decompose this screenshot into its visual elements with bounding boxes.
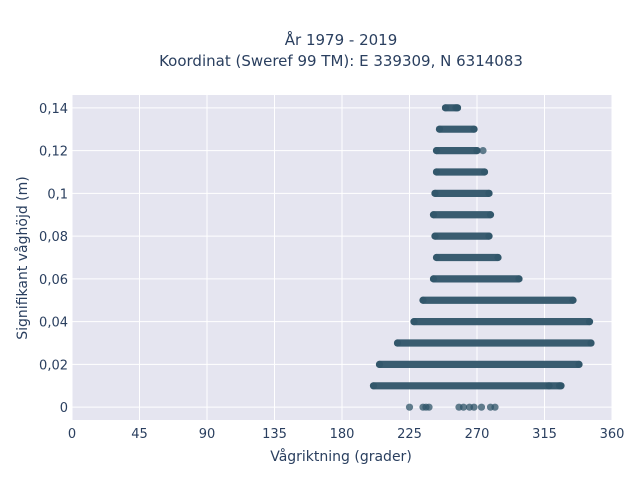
data-band [429,211,495,219]
y-tick-label: 0,1 [47,187,68,202]
x-axis-title: Vågriktning (grader) [270,448,412,465]
data-point [405,403,414,411]
data-point [375,360,384,369]
data-band [431,189,493,197]
data-point [491,403,499,411]
x-tick-label: 270 [465,427,490,442]
chart-title-line2: Koordinat (Sweref 99 TM): E 339309, N 63… [159,52,523,70]
data-point [393,339,402,347]
data-point [485,189,493,197]
x-tick-labels: 0 45 90 135 180 225 270 315 360 [68,427,625,442]
data-band [432,146,481,155]
data-point [545,382,553,390]
data-point [575,360,583,369]
x-tick-label: 90 [199,427,216,442]
data-point [432,168,441,176]
data-point [585,318,594,326]
y-tick-labels: 0 0,02 0,04 0,06 0,08 0,1 0,12 0,14 [39,102,68,416]
data-point [470,125,478,133]
y-tick-label: 0,14 [39,102,68,117]
y-tick-label: 0 [60,401,68,416]
data-point [459,403,468,411]
data-point [486,211,495,219]
data-point [429,275,438,283]
chart-title-line1: År 1979 - 2019 [285,30,398,49]
data-point [485,232,493,240]
data-point [480,168,489,176]
data-band [410,318,594,326]
data-point [477,403,486,411]
data-band [419,296,577,304]
data-point [470,403,478,411]
data-point [432,253,441,262]
data-point [431,232,439,240]
x-tick-label: 0 [68,427,76,442]
data-band [369,382,565,390]
x-tick-label: 45 [131,427,148,442]
y-tick-label: 0,06 [39,273,68,288]
y-tick-label: 0,04 [39,316,68,331]
data-point [452,104,460,112]
data-band [435,125,478,133]
data-point [369,382,378,390]
data-point [494,253,502,262]
x-tick-label: 180 [330,427,355,442]
data-point [429,211,438,219]
y-tick-label: 0,08 [39,230,68,245]
data-point [515,275,523,283]
data-point [479,146,487,155]
data-point [569,296,577,304]
data-point [431,189,439,197]
y-tick-label: 0,12 [39,145,68,160]
data-point [441,104,450,112]
data-markers [369,104,595,411]
data-point [555,382,564,390]
x-tick-label: 225 [397,427,422,442]
data-band [429,275,523,283]
data-band [393,339,595,347]
data-point [425,403,433,411]
data-band [431,232,493,240]
data-point [435,125,444,133]
data-point [473,146,481,155]
data-band [375,360,583,369]
y-axis-title: Signifikant våghöjd (m) [14,176,31,339]
data-point [432,146,441,155]
data-point [410,318,418,326]
data-point [587,339,595,347]
y-tick-label: 0,02 [39,358,68,373]
data-band [432,168,489,176]
x-tick-label: 315 [532,427,557,442]
data-point [419,296,427,304]
x-tick-label: 135 [262,427,287,442]
x-tick-label: 360 [600,427,625,442]
data-band [432,253,502,262]
